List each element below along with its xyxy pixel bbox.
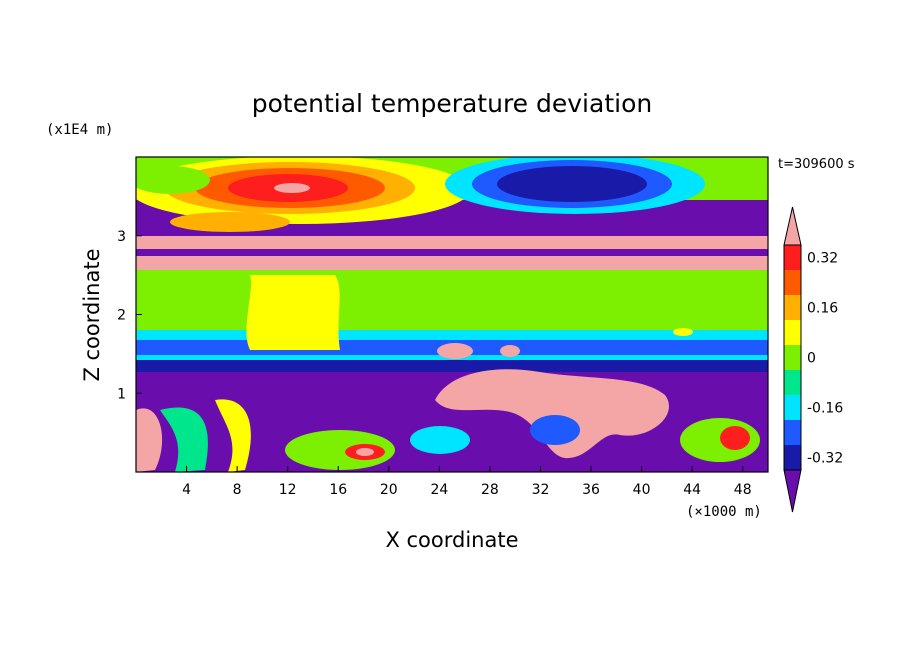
colorbar-swatch	[784, 295, 801, 320]
y-tick-label: 2	[117, 308, 126, 324]
colorbar-swatch	[784, 320, 801, 345]
thin-purple-band	[136, 249, 768, 257]
colorbar-frame	[783, 244, 802, 471]
green-patch	[136, 166, 210, 194]
lower-pink-spot	[356, 448, 374, 456]
lower-blue-region	[530, 415, 580, 445]
y-unit-label: (x1E4 m)	[46, 122, 113, 138]
pink-blob-1	[437, 343, 473, 359]
x-tick-label: 24	[430, 482, 448, 498]
small-yellow-blob	[673, 328, 693, 336]
lower-cyan-region	[410, 426, 470, 454]
lower-yellow-swirl	[215, 399, 251, 472]
x-unit-label: (×1000 m)	[686, 504, 762, 520]
navy-band	[136, 360, 768, 372]
colorbar-swatch	[784, 270, 801, 295]
colorbar-swatch	[784, 370, 801, 395]
colorbar-swatch	[784, 420, 801, 445]
x-tick-label: 36	[582, 482, 600, 498]
colorbar-bottom-arrow	[783, 469, 802, 513]
x-tick-label: 40	[633, 482, 651, 498]
x-axis-label: X coordinate	[385, 528, 518, 552]
colorbar-swatch	[784, 245, 801, 270]
colorbar-label: 0.32	[807, 251, 838, 267]
warm-peak	[274, 183, 310, 193]
y-axis-ticks: 1 2 3	[117, 229, 142, 402]
orange-streak	[170, 212, 290, 232]
pink-blob-2	[500, 345, 520, 357]
colorbar-top-arrow	[783, 206, 802, 246]
y-tick-label: 3	[117, 229, 126, 245]
y-tick-label: 1	[117, 386, 126, 402]
x-tick-label: 32	[532, 482, 550, 498]
lower-green-swirl	[160, 407, 208, 472]
colorbar-swatch	[784, 445, 801, 470]
x-tick-label: 16	[329, 482, 347, 498]
pink-plume	[435, 369, 669, 459]
cold-core-navy	[497, 166, 647, 202]
time-label: t=309600 s	[778, 157, 855, 172]
x-tick-label: 12	[279, 482, 297, 498]
x-tick-label: 4	[182, 482, 191, 498]
y-axis-label: Z coordinate	[80, 248, 104, 381]
chart-title: potential temperature deviation	[252, 89, 652, 118]
x-tick-label: 20	[380, 482, 398, 498]
mid-warm-anomaly	[246, 275, 340, 350]
contour-field	[136, 157, 768, 472]
x-tick-label: 28	[481, 482, 499, 498]
colorbar-label: -0.16	[807, 401, 843, 417]
colorbar-label: -0.32	[807, 451, 843, 467]
x-tick-label: 48	[734, 482, 752, 498]
colorbar-swatch	[784, 395, 801, 420]
colorbar: 0.32 0.16 0 -0.16 -0.32	[783, 206, 843, 513]
lower-green-region	[285, 430, 395, 470]
mid-green-layer	[136, 270, 768, 330]
x-axis-ticks: 4 8 12 16 20 24 28 32 36 40 44 48	[182, 466, 752, 498]
lower-left-pink	[136, 408, 163, 472]
colorbar-label: 0.16	[807, 301, 838, 317]
colorbar-label: 0	[807, 351, 816, 367]
colorbar-swatch	[784, 345, 801, 370]
pink-band-lower	[136, 256, 768, 270]
right-red-spot	[720, 426, 750, 450]
x-tick-label: 44	[683, 482, 701, 498]
x-tick-label: 8	[233, 482, 242, 498]
pink-band	[136, 236, 768, 250]
